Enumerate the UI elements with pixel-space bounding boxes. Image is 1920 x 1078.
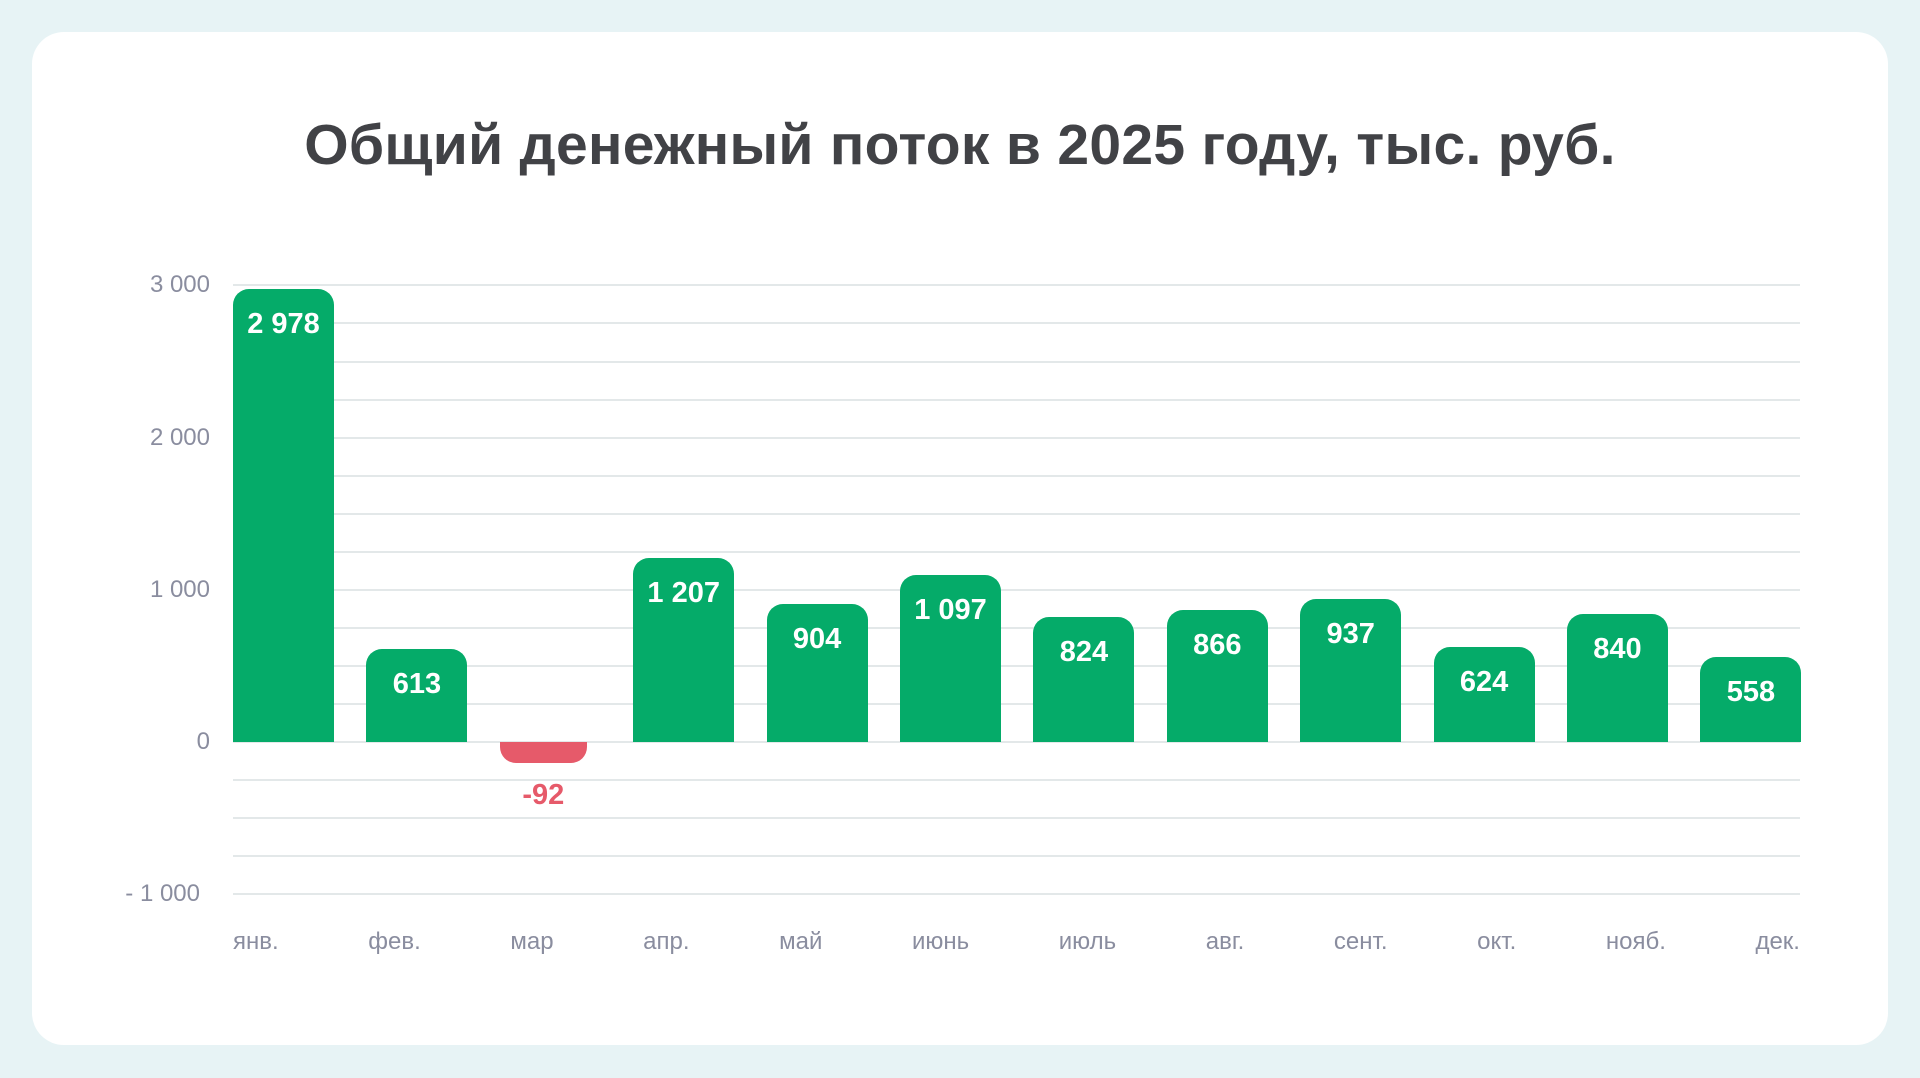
y-tick-label: 1 000 (149, 576, 210, 603)
grid-line (233, 664, 1800, 667)
bar-jun (900, 575, 1001, 742)
bar-dec (1700, 657, 1802, 742)
x-tick-label: май (779, 928, 823, 955)
x-tick-label: июнь (911, 928, 970, 955)
x-tick-label: окт. (1477, 928, 1517, 955)
x-tick-label: авг. (1205, 928, 1245, 955)
bar-value-label: 824 (1059, 635, 1109, 668)
bar-jul (1033, 616, 1135, 742)
grid-line (233, 779, 1800, 782)
x-tick-label: нояб. (1605, 928, 1666, 955)
x-tick-label: янв. (233, 928, 279, 955)
x-tick-label: мар (510, 928, 554, 955)
y-tick-label: - 1 000 (125, 880, 200, 907)
bar-aug (1166, 610, 1268, 742)
chart-card (32, 32, 1888, 1045)
grid-line (233, 322, 1800, 325)
grid-line (233, 398, 1800, 401)
bar-value-label: 1 207 (647, 577, 720, 610)
bar-value-label: 2 978 (247, 307, 320, 340)
bar-value-label: 866 (1193, 629, 1242, 662)
grid-line (233, 588, 1800, 591)
grid-line (233, 512, 1800, 515)
chart-title: Общий денежный поток в 2025 году, тыс. р… (304, 113, 1616, 177)
bar-value-label: -92 (522, 779, 565, 811)
bar-value-label: 624 (1459, 666, 1509, 699)
grid-line (233, 626, 1800, 629)
bar-mar (499, 742, 587, 763)
bar-value-label: 937 (1326, 618, 1375, 651)
bar-jan (233, 288, 334, 742)
x-tick-label: фев. (368, 928, 421, 955)
bar-may (766, 604, 868, 742)
bar-value-label: 840 (1593, 633, 1642, 666)
grid-line (233, 436, 1800, 439)
grid-line (233, 284, 1800, 287)
grid-line (233, 702, 1800, 705)
bar-value-label: 1 097 (914, 594, 987, 627)
grid-line (233, 360, 1800, 363)
grid-line (233, 817, 1800, 820)
y-tick-label: 3 000 (149, 271, 210, 298)
grid-line (233, 741, 1800, 743)
bar-nov (1567, 614, 1668, 742)
bar-value-label: 904 (792, 623, 842, 656)
grid-line (233, 550, 1800, 553)
bar-feb (366, 648, 468, 742)
grid-line (233, 855, 1800, 858)
grid-line (233, 474, 1800, 477)
x-tick-label: дек. (1755, 928, 1800, 955)
bar-value-label: 558 (1726, 676, 1776, 709)
bar-apr (633, 558, 735, 742)
x-tick-label: июль (1058, 928, 1117, 955)
x-tick-label: сент. (1333, 928, 1388, 955)
bar-value-label: 613 (392, 667, 442, 700)
y-tick-label: 0 (196, 728, 210, 755)
x-tick-label: апр. (643, 928, 690, 955)
bar-oct (1433, 647, 1535, 742)
x-axis: янв. фев. мар апр. май июнь июль авг. се… (233, 928, 1800, 956)
bar-sep (1300, 599, 1402, 742)
grid-line (233, 893, 1800, 896)
y-tick-label: 2 000 (149, 424, 210, 451)
